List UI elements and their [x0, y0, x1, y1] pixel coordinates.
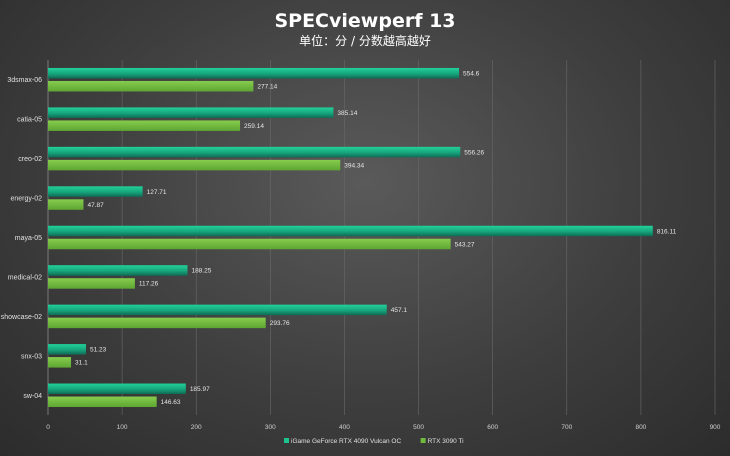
- x-tick-label: 500: [413, 424, 424, 431]
- bar: [48, 146, 461, 158]
- data-label: 556.26: [464, 149, 484, 156]
- data-label: 117.26: [139, 281, 159, 288]
- legend-swatch: [420, 438, 426, 443]
- x-tick-label: 300: [265, 424, 276, 431]
- data-label: 816.11: [657, 228, 677, 235]
- category-label: creo-02: [18, 156, 42, 163]
- data-label: 31.1: [75, 360, 88, 367]
- bar: [48, 225, 653, 237]
- data-label: 47.87: [87, 202, 104, 209]
- data-label: 259.14: [244, 123, 264, 130]
- bar: [48, 278, 135, 289]
- bar: [48, 344, 86, 355]
- data-label: 385.14: [337, 110, 357, 117]
- data-label: 394.34: [344, 162, 364, 169]
- data-label: 185.97: [190, 386, 210, 393]
- x-tick-label: 200: [191, 424, 202, 431]
- data-label: 554.6: [463, 71, 480, 78]
- category-label: medical-02: [8, 274, 42, 281]
- category-label: 3dsmax-06: [7, 77, 42, 84]
- bar: [48, 383, 186, 395]
- category-label: energy-02: [10, 196, 42, 203]
- x-tick-label: 700: [561, 424, 572, 431]
- bar: [48, 67, 460, 79]
- bar: [48, 317, 266, 329]
- x-tick-label: 100: [117, 424, 128, 431]
- data-label: 457.1: [391, 307, 408, 314]
- bar: [48, 238, 451, 250]
- legend-swatch: [284, 438, 289, 443]
- x-tick-label: 0: [46, 424, 50, 431]
- x-tick-label: 400: [339, 424, 350, 431]
- data-label: 188.25: [192, 268, 212, 275]
- bars: 554.6 277.14 385.14 259.14 556.26 394.34 127.7…: [48, 67, 677, 408]
- data-label: 146.63: [161, 399, 181, 406]
- category-label: catia-05: [17, 117, 42, 124]
- grid: [47, 60, 716, 415]
- legend: iGame GeForce RTX 4090 Vulcan OC RTX 3090…: [284, 438, 464, 445]
- category-label: snx-03: [21, 353, 42, 360]
- bar: [48, 357, 72, 368]
- bar: [48, 120, 241, 131]
- x-axis-ticks: 0 100 200 300 400 500 600 700 800 900: [46, 424, 721, 431]
- legend-entry: RTX 3090 Ti: [428, 438, 464, 445]
- x-tick-label: 600: [487, 424, 498, 431]
- category-label: showcase-02: [1, 314, 42, 321]
- x-tick-label: 800: [635, 424, 646, 431]
- data-label: 51.23: [90, 347, 107, 354]
- bar: [48, 80, 254, 92]
- category-label: sw-04: [23, 393, 42, 400]
- data-label: 293.76: [270, 320, 290, 327]
- legend-entry: iGame GeForce RTX 4090 Vulcan OC: [291, 438, 401, 445]
- category-label: maya-05: [15, 235, 42, 242]
- bar: [48, 199, 84, 210]
- data-label: 277.14: [257, 84, 277, 91]
- bar: [48, 186, 143, 197]
- bar: [48, 159, 341, 171]
- data-label: 543.27: [455, 241, 475, 248]
- bar: [48, 107, 334, 118]
- chart-subtitle: 单位：分 / 分数越高越好: [299, 33, 431, 48]
- chart-title: SPECviewperf 13: [274, 10, 455, 32]
- bar: [48, 396, 157, 408]
- category-labels: 3dsmax-06 catia-05 creo-02 energy-02 maya-05…: [1, 77, 42, 400]
- x-tick-label: 900: [710, 424, 721, 431]
- data-label: 127.71: [147, 189, 167, 196]
- bar: [48, 304, 387, 316]
- bar: [48, 265, 188, 276]
